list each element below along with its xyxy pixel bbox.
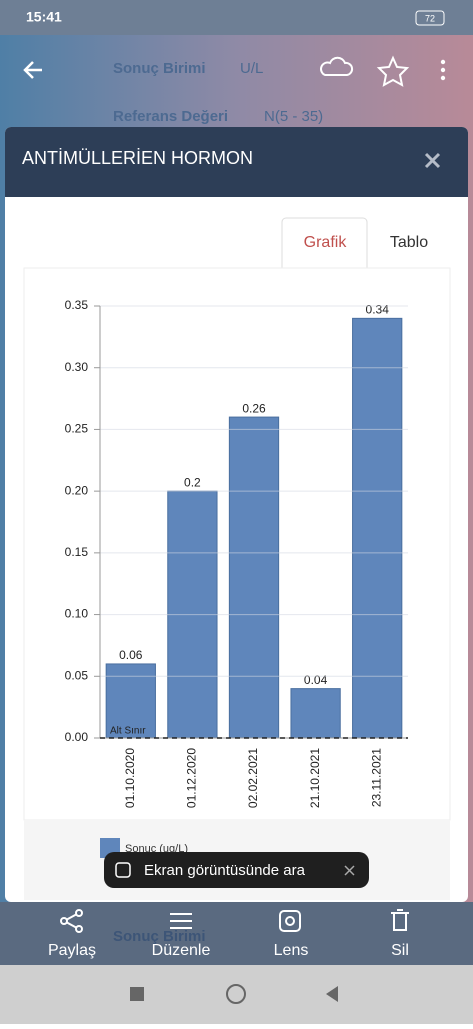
battery-level: 72 bbox=[425, 13, 435, 23]
data-label: 0.2 bbox=[184, 475, 201, 489]
toast-text: Ekran görüntüsünde ara bbox=[144, 862, 306, 879]
y-tick-label: 0.15 bbox=[65, 545, 89, 559]
menu-button[interactable] bbox=[440, 59, 446, 81]
action-lens[interactable]: Lens bbox=[274, 942, 309, 959]
chart: 0.00 0.05 0.10 0.15 0.20 0.25 0.30 0.35 0.06 0.2 0… bbox=[65, 298, 408, 858]
y-tick-label: 0.20 bbox=[65, 483, 89, 497]
close-button[interactable] bbox=[424, 152, 441, 169]
y-tick-label: 0.25 bbox=[65, 422, 89, 436]
nav-back[interactable] bbox=[326, 986, 338, 1002]
toast-icon bbox=[115, 862, 131, 878]
legend-label: Sonuç (ug/L) bbox=[125, 843, 188, 855]
tab-active bbox=[281, 217, 368, 268]
data-label: 0.06 bbox=[119, 648, 143, 662]
action-delete[interactable]: Sil bbox=[391, 942, 409, 959]
y-tick-label: 0.10 bbox=[65, 607, 89, 621]
ref-value: N(5 - 35) bbox=[264, 108, 323, 125]
y-tick-label: 0.00 bbox=[65, 730, 89, 744]
nav-bar bbox=[0, 965, 473, 1024]
threshold-label: Alt Sınır bbox=[110, 726, 146, 737]
unit-value: U/L bbox=[240, 60, 263, 77]
toast-close[interactable] bbox=[344, 865, 355, 876]
unit-label: Sonuç Birimi bbox=[113, 60, 206, 77]
modal-title: ANTİMÜLLERİEN HORMON bbox=[22, 148, 253, 168]
upload-button[interactable] bbox=[320, 56, 354, 76]
x-tick-label: 01.10.2020 bbox=[123, 748, 137, 808]
data-label: 0.04 bbox=[304, 673, 328, 687]
data-label: 0.26 bbox=[242, 401, 266, 415]
x-tick-label: 23.11.2021 bbox=[369, 748, 383, 807]
y-tick-label: 0.05 bbox=[65, 668, 89, 682]
action-edit[interactable]: Düzenle bbox=[152, 942, 211, 959]
x-tick-label: 01.12.2020 bbox=[185, 748, 199, 808]
bar bbox=[290, 688, 341, 739]
nav-recent[interactable] bbox=[130, 987, 144, 1001]
status-time: 15:41 bbox=[26, 9, 62, 25]
y-tick-label: 0.35 bbox=[65, 298, 89, 312]
favorite-button[interactable] bbox=[376, 55, 410, 87]
x-tick-label: 02.02.2021 bbox=[246, 748, 260, 808]
nav-home[interactable] bbox=[226, 984, 246, 1004]
back-button[interactable] bbox=[23, 61, 42, 79]
status-bar bbox=[0, 0, 473, 35]
action-share[interactable]: Paylaş bbox=[48, 942, 96, 959]
bar bbox=[352, 317, 403, 739]
bottom-label: Sonuç Birimi bbox=[113, 928, 206, 945]
toast bbox=[104, 852, 369, 888]
battery-icon bbox=[415, 10, 445, 26]
action-icons bbox=[60, 909, 409, 933]
tab[interactable]: Tablo bbox=[390, 234, 428, 251]
bar bbox=[228, 416, 280, 739]
modal-header bbox=[5, 127, 468, 197]
y-tick-label: 0.30 bbox=[65, 360, 89, 374]
data-label: 0.34 bbox=[366, 303, 390, 317]
x-tick-label: 21.10.2021 bbox=[308, 748, 322, 808]
tab[interactable]: Grafik bbox=[304, 234, 348, 251]
ref-label: Referans Değeri bbox=[113, 108, 228, 125]
